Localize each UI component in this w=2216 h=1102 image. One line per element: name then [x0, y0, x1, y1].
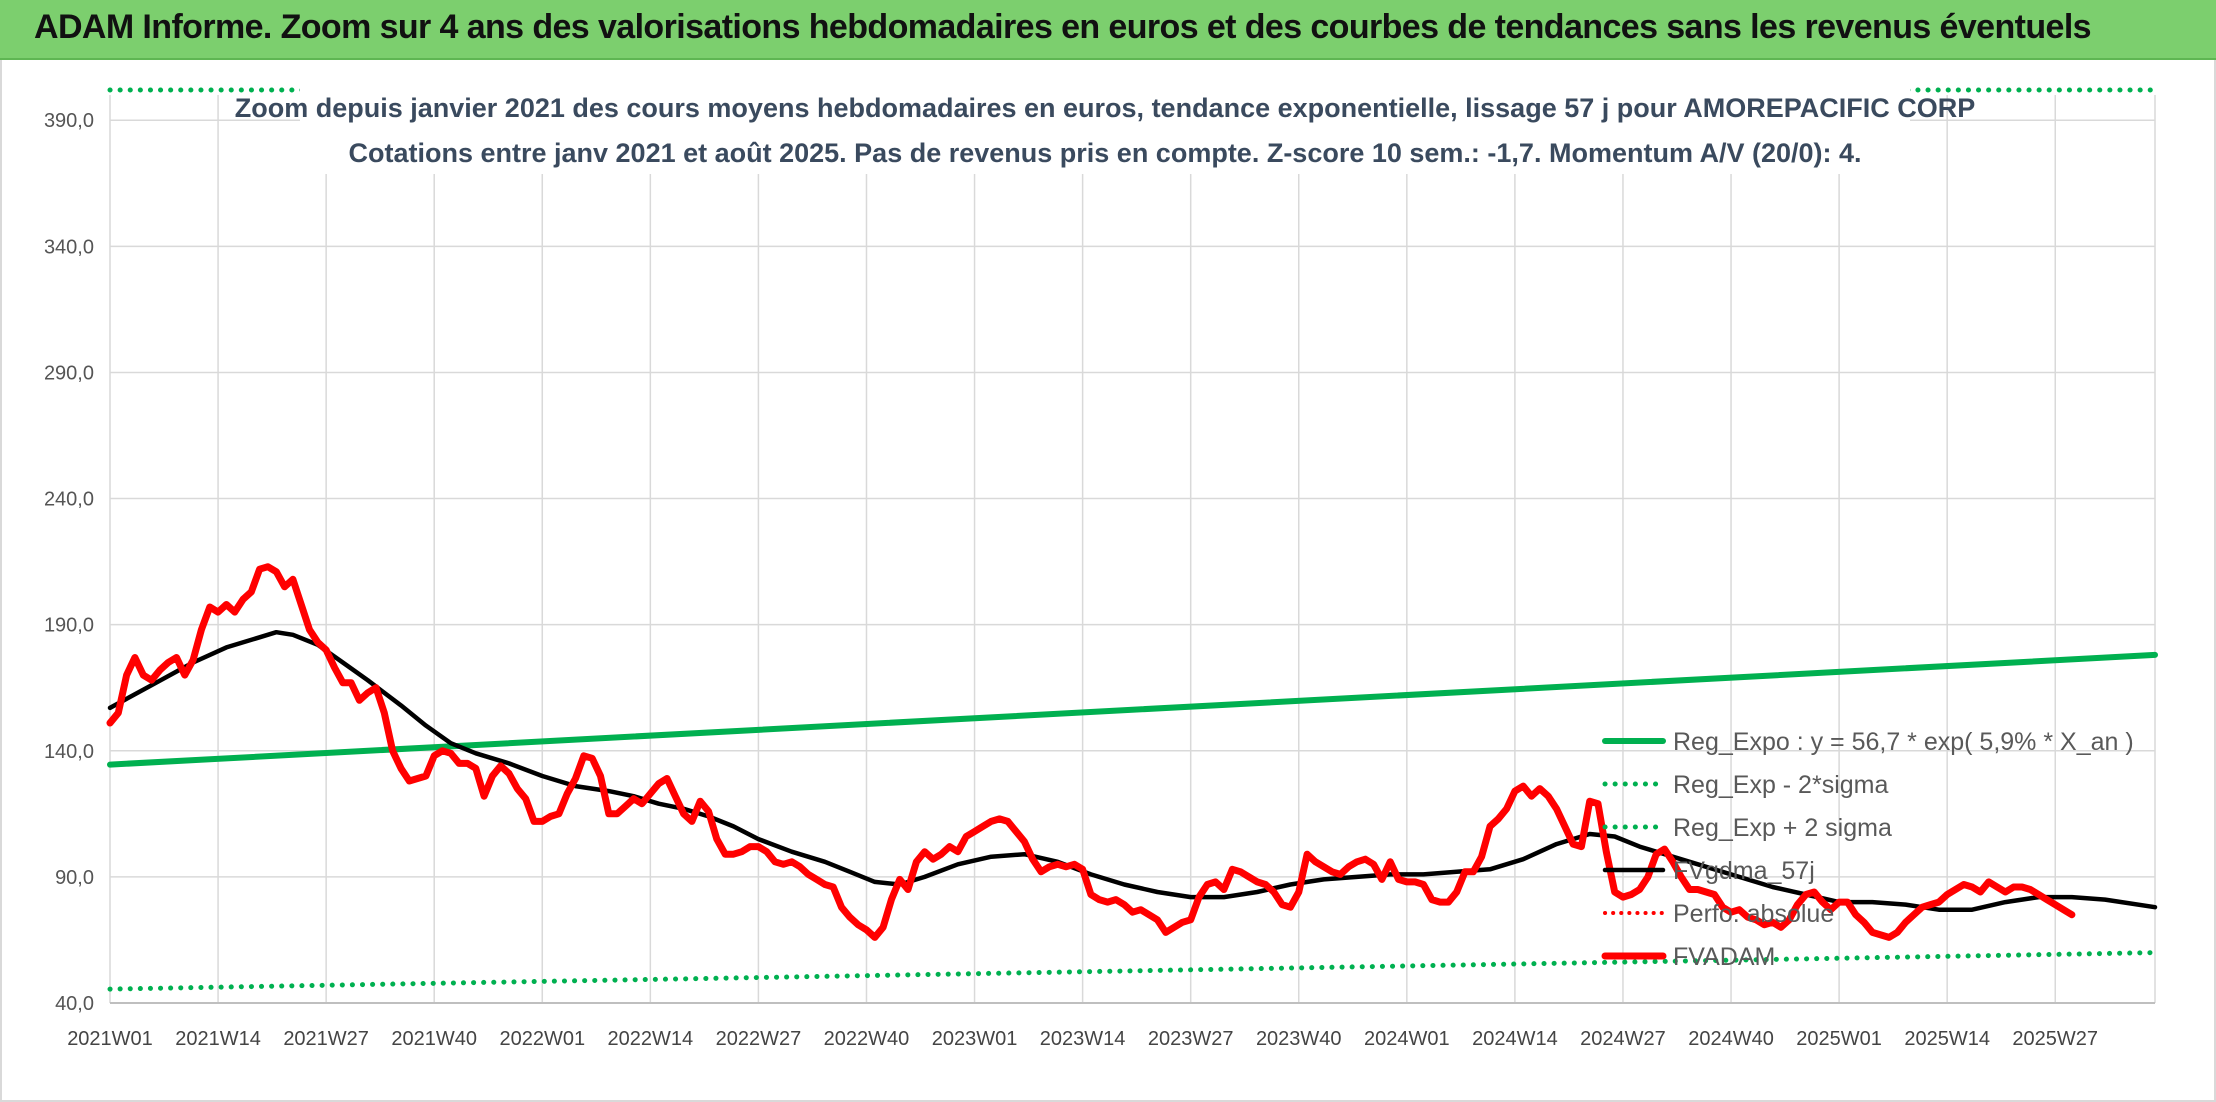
chart-title: Zoom depuis janvier 2021 des cours moyen…: [235, 93, 1976, 123]
x-tick-label: 2023W01: [932, 1028, 1018, 1050]
axis-layer: 40,0 90,0 140,0 190,0 240,0 290,0 340,0 390,0 20…: [44, 110, 2155, 1050]
x-tick-label: 2023W40: [1256, 1028, 1342, 1050]
y-tick-label: 90,0: [55, 867, 94, 889]
x-tick-label: 2022W27: [716, 1028, 802, 1050]
x-tick-label: 2024W14: [1472, 1028, 1558, 1050]
legend-entry-label: Reg_Exp - 2*sigma: [1673, 771, 1888, 799]
x-tick-label: 2025W27: [2012, 1028, 2098, 1050]
x-tick-label: 2022W40: [824, 1028, 910, 1050]
y-tick-label: 290,0: [44, 362, 94, 384]
y-tick-label: 40,0: [55, 993, 94, 1015]
series-line-reg-exp-2-sigma: [107, 950, 2158, 992]
x-tick-label: 2022W01: [499, 1028, 585, 1050]
x-tick-label: 2021W27: [283, 1028, 369, 1050]
x-tick-label: 2024W27: [1580, 1028, 1666, 1050]
y-tick-label: 390,0: [44, 110, 94, 132]
legend: Reg_Expo : y = 56,7 * exp( 5,9% * X_an )…: [1601, 728, 2134, 971]
x-tick-label: 2023W14: [1040, 1028, 1126, 1050]
legend-entry-label: FVgdma_57j: [1673, 857, 1815, 885]
series-line-reg-expo-y-56-7-exp-5-9-x-an: [107, 651, 2158, 768]
x-tick-label: 2023W27: [1148, 1028, 1234, 1050]
y-tick-label: 240,0: [44, 489, 94, 511]
x-tick-label: 2025W01: [1796, 1028, 1882, 1050]
x-tick-label: 2021W14: [175, 1028, 261, 1050]
x-tick-label: 2022W14: [608, 1028, 694, 1050]
series-layer: [106, 87, 2158, 992]
chart-title-block: Zoom depuis janvier 2021 des cours moyen…: [235, 86, 1976, 174]
report-banner: ADAM Informe. Zoom sur 4 ans des valoris…: [0, 0, 2216, 60]
title-background: [300, 86, 1910, 174]
x-tick-label: 2021W01: [67, 1028, 153, 1050]
y-tick-label: 340,0: [44, 236, 94, 258]
x-tick-label: 2024W01: [1364, 1028, 1450, 1050]
y-tick-label: 190,0: [44, 615, 94, 637]
legend-entry-label: Perfo. absolue: [1673, 900, 1834, 928]
y-tick-label: 140,0: [44, 741, 94, 763]
x-tick-label: 2021W40: [391, 1028, 477, 1050]
legend-entry-label: Reg_Exp + 2 sigma: [1673, 814, 1892, 842]
banner-title: ADAM Informe. Zoom sur 4 ans des valoris…: [34, 8, 2092, 46]
chart-subtitle: Cotations entre janv 2021 et août 2025. …: [348, 138, 1861, 168]
x-tick-label: 2025W14: [1904, 1028, 1990, 1050]
series-line-fvadam: [106, 563, 2076, 941]
x-tick-label: 2024W40: [1688, 1028, 1774, 1050]
legend-entry-label: FVADAM: [1673, 943, 1775, 971]
grid-layer: [109, 95, 2156, 1004]
legend-entry-label: Reg_Expo : y = 56,7 * exp( 5,9% * X_an ): [1673, 728, 2134, 756]
